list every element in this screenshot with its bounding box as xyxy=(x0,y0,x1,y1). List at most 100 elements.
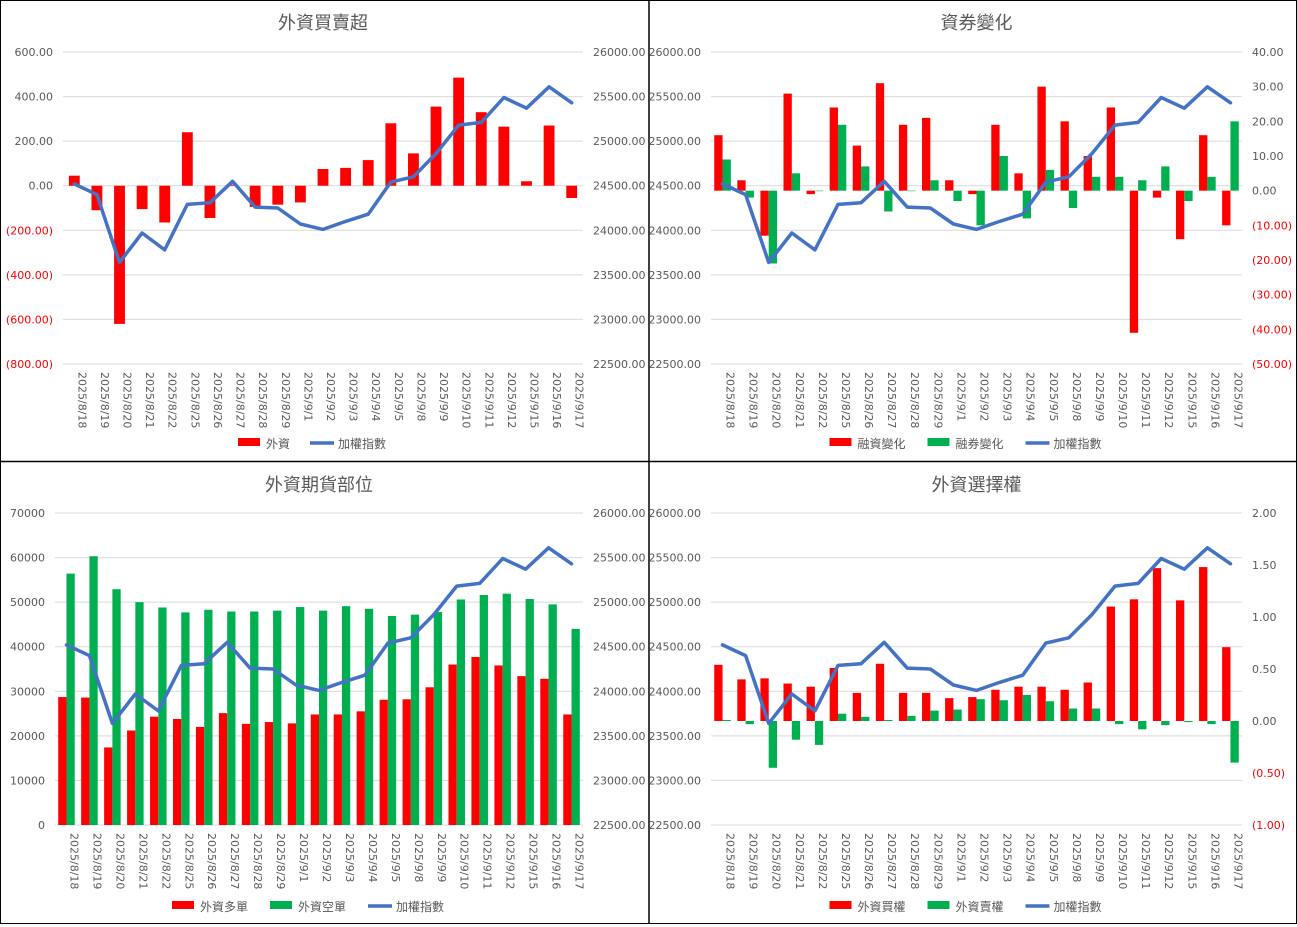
right-tick-label: 23000.00 xyxy=(593,313,646,326)
left-tick-label: 30000 xyxy=(10,685,45,698)
bar-red-18 xyxy=(1129,599,1139,721)
right-tick-label: 0.00 xyxy=(1252,185,1277,198)
x-tick-label: 2025/8/25 xyxy=(188,372,201,428)
bar-green-19 xyxy=(502,593,511,825)
legend-item: 加權指數 xyxy=(1025,899,1102,914)
bar-red-16 xyxy=(425,687,434,825)
bar-red-9 xyxy=(264,722,274,825)
x-tick-label: 2025/9/12 xyxy=(1162,372,1175,428)
x-tick-label: 2025/9/2 xyxy=(978,833,991,882)
bar-green-7 xyxy=(227,611,236,825)
bar-red-17 xyxy=(1106,606,1116,721)
bar-green-3 xyxy=(135,602,144,825)
bar-green-1 xyxy=(89,556,98,825)
x-tick-label: 2025/8/21 xyxy=(143,372,156,428)
legend-item: 融資變化 xyxy=(829,436,906,451)
x-tick-label: 2025/9/1 xyxy=(954,833,967,882)
bar-red-7 xyxy=(875,83,885,191)
right-tick-label: 22500.00 xyxy=(593,819,646,832)
x-tick-label: 2025/8/20 xyxy=(113,833,126,889)
x-tick-label: 2025/9/8 xyxy=(1070,833,1083,882)
legend-swatch xyxy=(172,901,194,909)
x-tick-label: 2025/8/20 xyxy=(121,372,134,428)
bar-red-18 xyxy=(471,656,480,825)
x-tick-label: 2025/9/3 xyxy=(1001,372,1014,421)
bar-green-8 xyxy=(907,190,916,192)
bar-green-2 xyxy=(768,190,778,264)
chart-panel-2: 資券變化 26000.00 25500.00 25000.00 24500.00 2400… xyxy=(649,1,1296,460)
bar-red-15 xyxy=(408,153,419,186)
x-tick-label: 2025/9/10 xyxy=(458,833,471,889)
bar-green-13 xyxy=(364,608,374,825)
bar-red-3 xyxy=(783,93,792,191)
bar-red-3 xyxy=(127,730,136,825)
bar-green-12 xyxy=(999,156,1008,191)
legend-label: 融券變化 xyxy=(956,436,1004,451)
bar-red-6 xyxy=(195,726,205,825)
bar-red-8 xyxy=(898,124,908,191)
legend-swatch xyxy=(238,438,260,446)
bar-green-13 xyxy=(1022,695,1031,721)
x-tick-label: 2025/9/17 xyxy=(573,833,586,889)
bar-green-4 xyxy=(158,607,167,825)
x-tick-label: 2025/8/19 xyxy=(747,372,760,428)
x-tick-label: 2025/9/4 xyxy=(1024,833,1037,882)
chart-title: 外資選擇權 xyxy=(932,475,1022,496)
bar-red-7 xyxy=(875,663,885,721)
left-tick-label: 20000 xyxy=(10,730,45,743)
right-tick-label: 0.00 xyxy=(1252,715,1277,728)
bar-green-14 xyxy=(387,615,397,825)
x-tick-label: 2025/9/2 xyxy=(320,833,333,882)
bar-red-12 xyxy=(333,714,342,825)
left-tick-label: (800.00) xyxy=(6,358,53,371)
bar-red-16 xyxy=(1083,682,1092,721)
bar-red-13 xyxy=(1014,173,1023,191)
bar-green-11 xyxy=(319,610,328,825)
bar-green-8 xyxy=(907,715,916,721)
x-tick-label: 2025/8/25 xyxy=(839,372,852,428)
legend-item: 融券變化 xyxy=(927,436,1004,451)
bar-red-4 xyxy=(150,716,159,825)
bar-green-9 xyxy=(930,710,939,721)
bar-red-21 xyxy=(1199,135,1208,191)
bar-red-10 xyxy=(287,723,297,825)
bar-green-18 xyxy=(1138,721,1147,730)
x-tick-label: 2025/9/4 xyxy=(366,833,379,882)
bar-red-19 xyxy=(1152,190,1162,198)
x-tick-label: 2025/8/19 xyxy=(90,833,103,889)
bar-red-0 xyxy=(714,135,723,191)
x-tick-label: 2025/9/11 xyxy=(1139,372,1152,428)
bar-green-1 xyxy=(745,721,754,725)
bar-red-17 xyxy=(453,77,465,186)
bar-green-10 xyxy=(296,607,305,825)
bar-red-6 xyxy=(852,145,862,191)
bar-red-12 xyxy=(340,167,352,186)
legend-swatch xyxy=(270,901,292,909)
left-tick-label: 25500.00 xyxy=(650,552,701,565)
chart-svg-2: 資券變化 26000.00 25500.00 25000.00 24500.00 2400… xyxy=(649,13,1293,451)
bar-red-12 xyxy=(991,124,1000,191)
x-tick-label: 2025/8/18 xyxy=(724,372,737,428)
bar-green-16 xyxy=(433,611,443,825)
bar-green-0 xyxy=(66,573,75,825)
right-tick-label: 22500.00 xyxy=(593,358,646,371)
x-tick-label: 2025/9/12 xyxy=(1162,833,1175,889)
bar-green-3 xyxy=(791,173,801,191)
x-tick-label: 2025/9/10 xyxy=(1116,372,1129,428)
x-tick-label: 2025/9/15 xyxy=(1185,372,1198,428)
right-tick-label: 23000.00 xyxy=(593,774,646,787)
x-tick-label: 2025/9/15 xyxy=(1185,833,1198,889)
bar-red-5 xyxy=(829,107,838,191)
x-tick-label: 2025/8/28 xyxy=(251,833,264,889)
x-tick-label: 2025/8/29 xyxy=(931,833,944,889)
x-tick-label: 2025/8/21 xyxy=(793,833,806,889)
bar-green-2 xyxy=(768,721,778,768)
bar-green-6 xyxy=(861,166,870,191)
bar-red-9 xyxy=(272,185,284,205)
bar-red-5 xyxy=(181,132,193,186)
bar-green-19 xyxy=(1161,166,1170,191)
bar-green-21 xyxy=(548,604,557,825)
legend-label: 融資變化 xyxy=(858,436,906,451)
x-tick-label: 2025/9/4 xyxy=(369,372,382,421)
x-tick-label: 2025/9/2 xyxy=(324,372,337,421)
